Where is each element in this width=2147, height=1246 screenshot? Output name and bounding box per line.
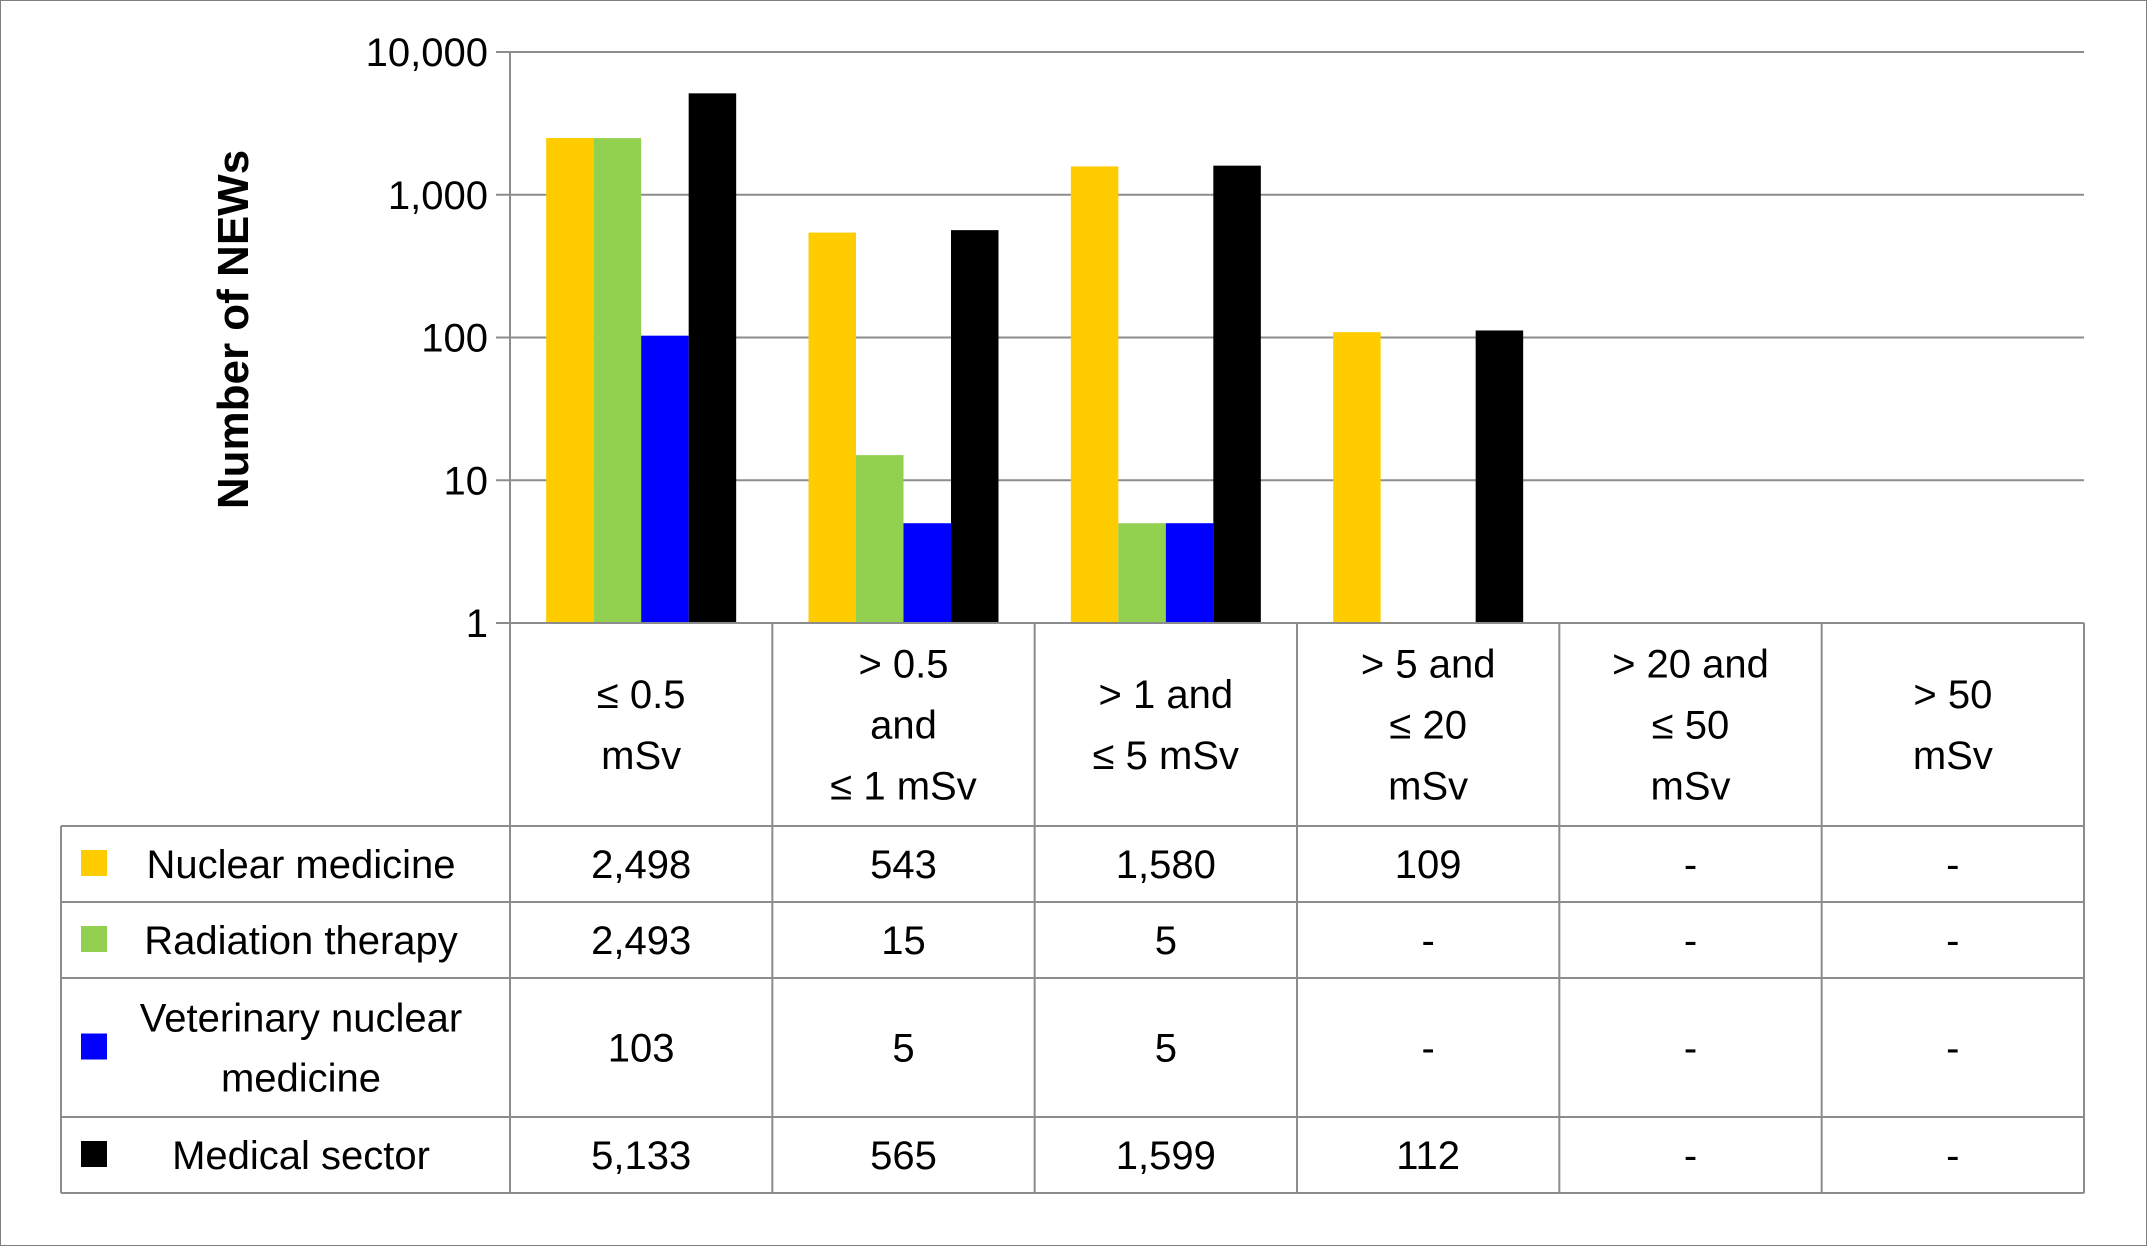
data-label: 2,493 <box>591 919 691 963</box>
data-label: - <box>1684 843 1697 887</box>
x-tick-label: ≤ 0.5 <box>597 673 686 717</box>
data-label: 543 <box>870 843 937 887</box>
data-label: - <box>1684 1134 1697 1178</box>
x-tick-label: > 20 and <box>1612 643 1769 687</box>
legend-swatch <box>81 926 107 952</box>
x-tick-label: ≤ 20 <box>1389 704 1467 748</box>
legend-label: Nuclear medicine <box>146 843 455 887</box>
axes: 1 10 100 1,000 10,000 Number of NEWs <box>209 31 511 646</box>
bar <box>593 138 642 623</box>
data-label: 1,580 <box>1116 843 1216 887</box>
data-label: - <box>1946 1027 1959 1071</box>
data-label: 5 <box>1155 919 1177 963</box>
data-label: 112 <box>1396 1134 1460 1178</box>
bar <box>688 93 737 624</box>
x-tick-label: > 5 and <box>1361 643 1496 687</box>
data-label: 15 <box>881 919 926 963</box>
y-tick-label: 10,000 <box>366 31 488 75</box>
bar <box>1475 330 1524 623</box>
y-tick-label: 1,000 <box>388 174 488 218</box>
legend-label: Veterinary nuclear <box>140 997 462 1041</box>
bar <box>1165 523 1214 623</box>
data-table: ≤ 0.5 mSv > 0.5 and ≤ 1 mSv > 1 and ≤ 5 mSv > 5… <box>60 622 2085 1194</box>
x-tick-label: mSv <box>1913 734 1993 778</box>
data-label: 5,133 <box>591 1134 691 1178</box>
data-label: - <box>1422 919 1435 963</box>
data-label: 2,498 <box>591 843 691 887</box>
bar <box>808 232 856 623</box>
x-tick-label: > 0.5 <box>858 643 948 687</box>
data-label: - <box>1946 1134 1959 1178</box>
gridlines <box>510 51 2084 482</box>
data-label: 5 <box>1155 1027 1177 1071</box>
data-label: - <box>1946 843 1959 887</box>
data-label: 1,599 <box>1116 1134 1216 1178</box>
bars <box>546 93 1524 624</box>
data-label: 565 <box>870 1134 937 1178</box>
legend-label: medicine <box>221 1057 381 1101</box>
bar <box>641 335 689 623</box>
data-label: - <box>1946 919 1959 963</box>
y-tick-label: 100 <box>421 317 488 361</box>
bar <box>1118 523 1166 623</box>
y-tick-label: 1 <box>466 602 488 646</box>
data-label: - <box>1684 1027 1697 1071</box>
y-axis-label: Number of NEWs <box>209 150 258 509</box>
x-tick-label: > 1 and <box>1099 673 1234 717</box>
x-tick-label: mSv <box>1651 765 1731 809</box>
data-label: 109 <box>1395 843 1462 887</box>
legend-label: Radiation therapy <box>144 919 458 963</box>
legend-label: Medical sector <box>172 1134 430 1178</box>
x-tick-label: ≤ 50 <box>1652 704 1730 748</box>
bar <box>1213 165 1261 623</box>
bar <box>856 455 904 623</box>
legend-swatch <box>81 850 107 876</box>
legend-swatch <box>81 1141 107 1167</box>
data-label: - <box>1422 1027 1435 1071</box>
bar <box>1333 332 1381 623</box>
data-label: 5 <box>892 1027 914 1071</box>
y-tick-label: 10 <box>444 459 489 503</box>
x-tick-label: ≤ 1 mSv <box>830 765 976 809</box>
legend-swatch <box>81 1033 107 1060</box>
bar <box>951 230 999 623</box>
data-label: 103 <box>608 1027 675 1071</box>
x-tick-label: mSv <box>601 734 681 778</box>
x-tick-label: mSv <box>1388 765 1468 809</box>
data-label: - <box>1684 919 1697 963</box>
x-tick-label: > 50 <box>1913 673 1992 717</box>
x-tick-label: and <box>870 704 937 748</box>
bar <box>903 523 951 623</box>
bar <box>546 137 594 623</box>
bar <box>1070 166 1119 623</box>
x-tick-label: ≤ 5 mSv <box>1093 734 1239 778</box>
